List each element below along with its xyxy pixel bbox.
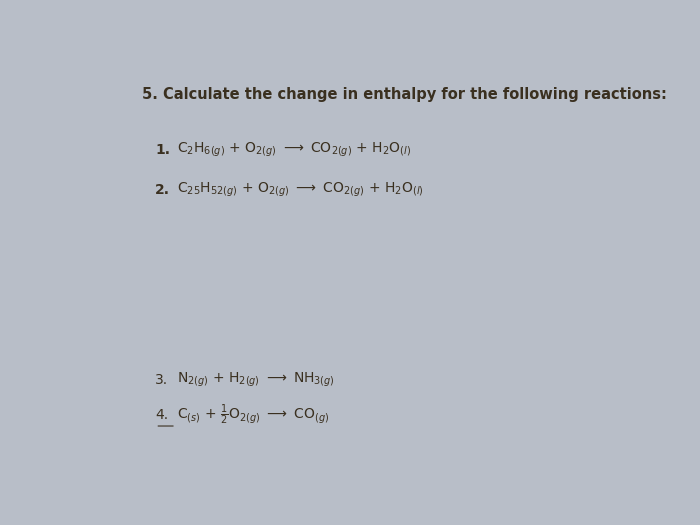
Text: C$_{25}$H$_{52(g)}$ + O$_{2(g)}$ $\longrightarrow$ CO$_{2(g)}$ + H$_2$O$_{(l)}$: C$_{25}$H$_{52(g)}$ + O$_{2(g)}$ $\longr… [177,181,424,200]
Text: 1.: 1. [155,143,170,157]
Text: N$_{2(g)}$ + H$_{2(g)}$ $\longrightarrow$ NH$_{3(g)}$: N$_{2(g)}$ + H$_{2(g)}$ $\longrightarrow… [177,371,335,390]
Text: 2.: 2. [155,183,170,197]
Text: 4.: 4. [155,408,169,422]
Text: C$_2$H$_{6(g)}$ + O$_{2(g)}$ $\longrightarrow$ CO$_{2(g)}$ + H$_2$O$_{(l)}$: C$_2$H$_{6(g)}$ + O$_{2(g)}$ $\longright… [177,141,412,159]
Text: C$_{(s)}$ + $\frac{1}{2}$O$_{2(g)}$ $\longrightarrow$ CO$_{(g)}$: C$_{(s)}$ + $\frac{1}{2}$O$_{2(g)}$ $\lo… [177,403,330,427]
Text: 3.: 3. [155,373,169,387]
Text: 5. Calculate the change in enthalpy for the following reactions:: 5. Calculate the change in enthalpy for … [141,87,666,102]
